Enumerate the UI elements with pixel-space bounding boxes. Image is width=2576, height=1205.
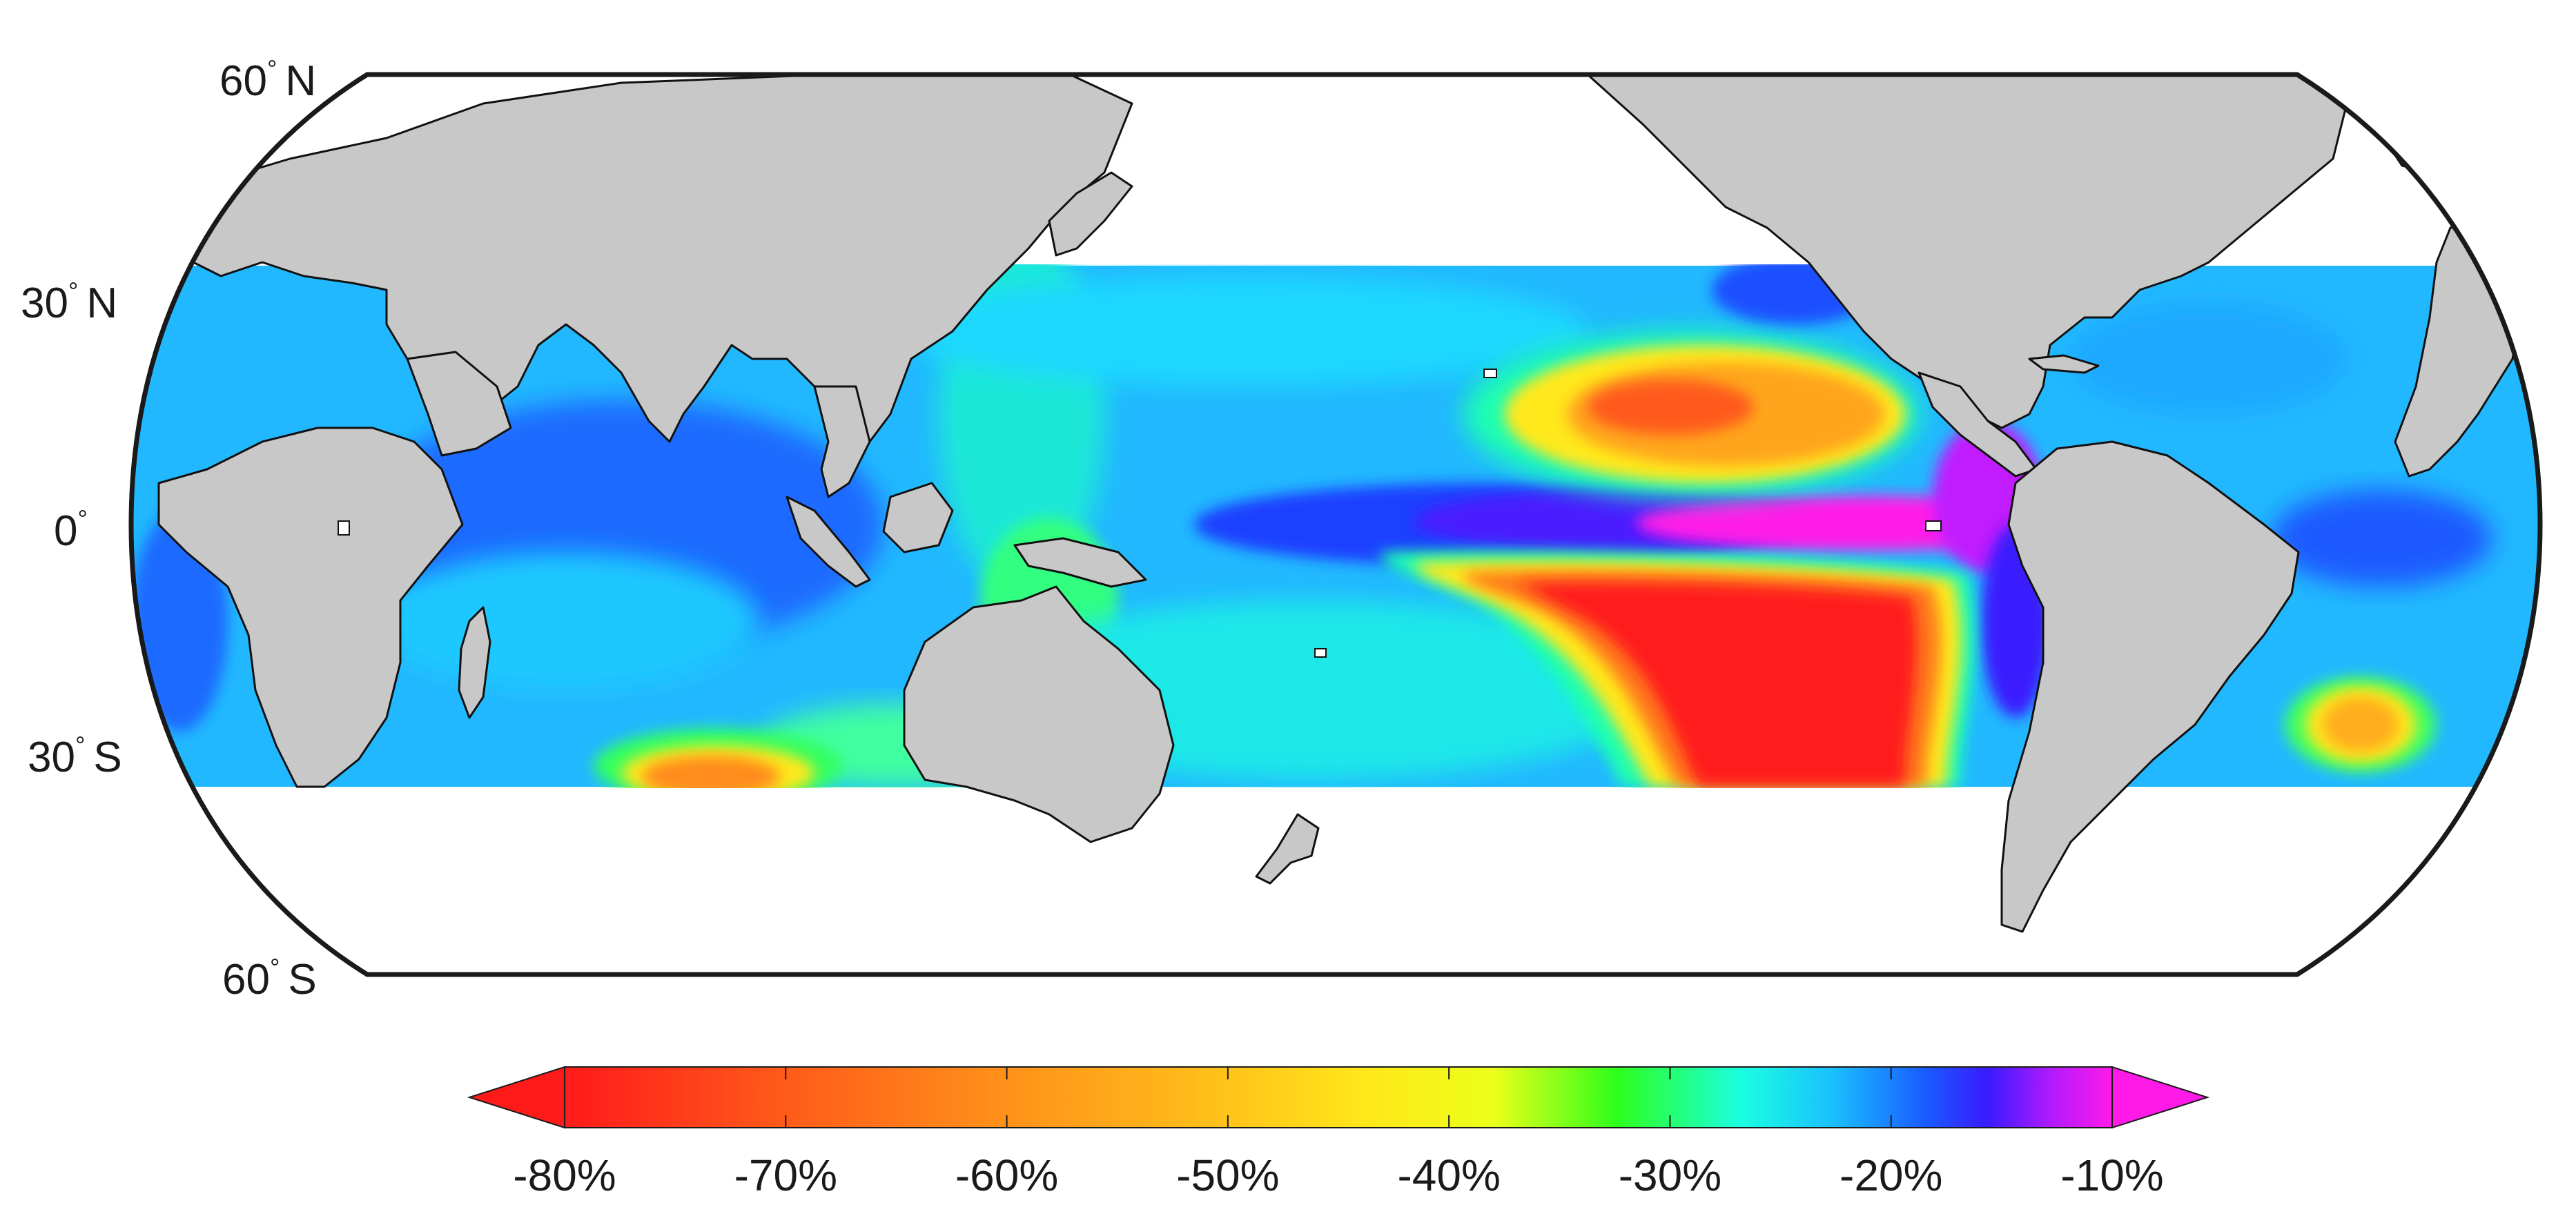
north-america-landmass (1586, 75, 2348, 429)
lat-label-30n: 30° N (21, 277, 117, 327)
small-islands (338, 369, 1942, 658)
map-frame (128, 72, 2543, 977)
new-zealand-landmass (1255, 813, 1320, 885)
central-america-landmass (1918, 371, 2038, 478)
lat-label-60n: 60° N (219, 55, 316, 105)
south-america-landmass (2000, 440, 2300, 933)
colorbar-tick-label: -80% (513, 1150, 616, 1200)
australia-landmass (903, 585, 1175, 843)
colorbar-tick-label: -10% (2060, 1150, 2163, 1200)
colorbar-low-extend-arrow (467, 1066, 565, 1129)
lat-label-30s: 30° S (28, 731, 122, 781)
colorbar-tick-label: -60% (955, 1150, 1058, 1200)
colorbar-high-extend-arrow (2111, 1066, 2210, 1129)
colorbar-tick-label: -50% (1176, 1150, 1279, 1200)
colorbar-tick-label: -20% (1840, 1150, 1942, 1200)
colorbar-tick-label: -40% (1397, 1150, 1500, 1200)
cuba-landmass (2028, 354, 2100, 374)
indochina-landmass (813, 385, 871, 498)
new-guinea-landmass (1013, 537, 1147, 588)
map-panel (131, 75, 2540, 974)
eurasia-landmass (178, 75, 1133, 443)
latitude-labels: 60° N 30° N 0° 30° S 60° S (21, 55, 317, 1003)
colorbar-tick-label: -30% (1619, 1150, 1721, 1200)
lat-label-0: 0° (54, 504, 88, 555)
madagascar-landmass (458, 606, 491, 719)
colorbar-tick-label: -70% (734, 1150, 837, 1200)
borneo-landmass (882, 482, 954, 553)
japan-landmass (1048, 171, 1133, 257)
arabia-landmass (406, 351, 512, 457)
africa-landmass (157, 427, 464, 788)
lat-label-60s: 60° S (222, 953, 317, 1003)
colorbar-gradient (564, 1066, 2113, 1128)
land-masses (157, 75, 2528, 933)
colorbar-ticks: -80% -70% -60% -50% -40% -30% -20% -10% (513, 1067, 2164, 1200)
colorbar: -80% -70% -60% -50% -40% -30% -20% -10% (467, 1066, 2210, 1200)
sumatra-landmass (786, 496, 871, 588)
